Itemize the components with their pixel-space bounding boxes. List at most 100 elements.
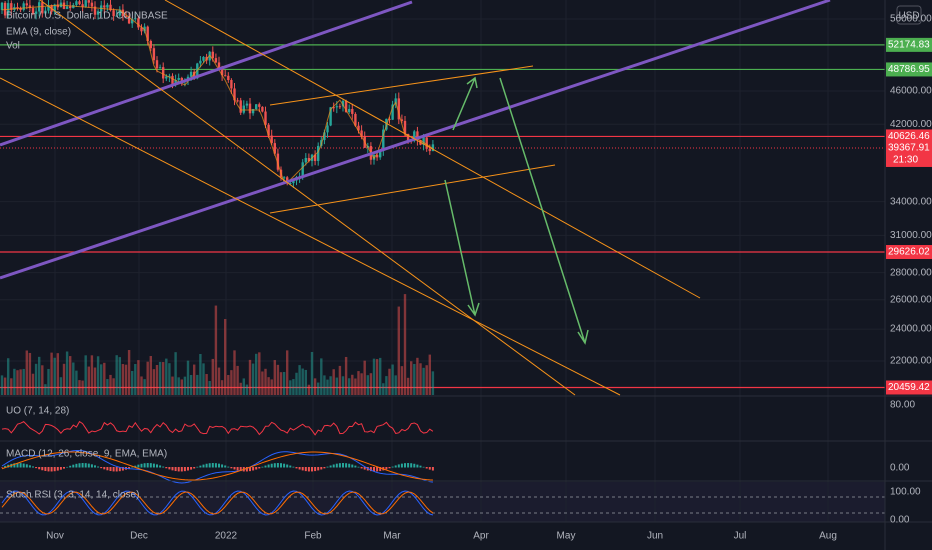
macd-hist [218,463,220,468]
volume-bar [115,355,118,395]
volume-bar [211,358,214,395]
candle-body [146,26,149,41]
volume-bar [348,378,351,395]
candle-body [422,137,425,145]
macd-hist [75,463,78,468]
macd-hist [211,463,214,468]
candle-body [96,11,100,15]
volume-bar [363,360,366,395]
macd-hist [66,466,69,468]
candle-body [103,5,106,8]
stoch-band [0,482,885,522]
currency: USD [898,11,919,22]
pane-label: MACD (12, 26, close, 9, EMA, EMA) [6,449,167,460]
volume-bar [217,367,221,395]
volume-bar [431,371,435,395]
macd-hist [304,467,307,472]
volume-bar [366,375,369,395]
volume-bar [96,356,100,395]
macd-hist [156,464,158,468]
volume-bar [245,384,249,395]
macd-hist [292,466,295,468]
candle-body [22,3,25,11]
stoch-d [1,491,434,515]
volume-bar [65,351,69,395]
macd-hist [149,463,152,468]
macd-hist [230,467,233,469]
volume-bar [289,380,292,395]
candle-body [217,62,221,69]
macd-hist [332,464,335,468]
candle-body [78,1,81,5]
macd-hist [208,463,211,468]
time-tick: Dec [130,531,148,542]
macd-hist [205,463,208,468]
uo-line [1,420,434,436]
volume-bar [171,376,174,395]
volume-bar [100,364,103,395]
currency-box[interactable] [896,5,922,25]
macd-hist [360,467,363,469]
volume-bar [224,319,227,395]
price-tag-label: 52174.83 [888,40,930,51]
macd-hist [410,463,413,468]
volume-bar [214,305,218,395]
candle-body [323,132,326,141]
macd-hist [354,465,357,468]
candle-body [304,157,307,163]
candle-body [428,148,431,152]
overlay-drawings [0,0,831,396]
candle-body [65,6,69,9]
volume-bar [38,356,41,395]
macd-hist [307,467,310,472]
macd-hist [348,463,351,468]
volume-bar [301,368,304,395]
macd-hist [283,463,286,468]
volume-bar [255,353,258,395]
volume-bar [62,363,66,395]
candle-body [245,103,249,106]
candle-body [171,75,174,84]
candle-body [307,157,311,161]
candle-body [267,124,270,136]
volume-bar [146,361,149,395]
macd-hist [298,467,301,470]
volume-bar [168,363,171,395]
volume-bar [127,350,131,395]
macd-hist [280,463,282,468]
macd-hist [320,467,323,470]
macd-hist [118,467,121,472]
candle-body [109,4,112,11]
macd-hist [16,463,19,468]
candle-body [341,100,345,107]
candle-body [28,5,32,9]
macd-hist [4,465,7,468]
candle-body [193,71,196,79]
volume-bar [162,362,165,395]
candle-body [41,2,44,14]
channel-line [0,77,621,396]
macd-hist [289,465,292,468]
ema-line [1,4,434,184]
arrow [499,77,589,345]
candle-body [332,107,335,109]
candle-body [211,51,214,59]
macd-hist [171,467,174,471]
volume-bar [425,365,428,395]
candle-body [75,1,78,5]
macd-hist [267,464,270,468]
macd-hist [59,467,62,470]
candle-body [168,75,171,77]
candle-body [357,125,360,131]
macd-hist [199,465,202,468]
candle-body [264,111,267,125]
price-tag [886,380,932,395]
volume-bar [31,373,35,395]
price-tick: 31000.00 [890,230,932,241]
macd-hist [183,467,186,472]
candle-body [90,2,94,7]
macd-hist [47,467,50,472]
macd-hist [53,467,56,472]
volume-bar [233,350,236,395]
